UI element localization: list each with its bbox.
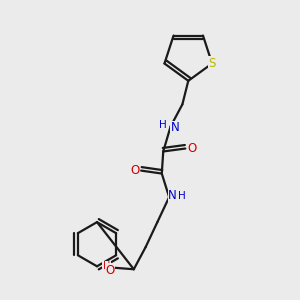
- Text: O: O: [130, 164, 139, 177]
- Text: S: S: [208, 57, 216, 70]
- Text: O: O: [106, 264, 115, 277]
- Text: H: H: [159, 120, 167, 130]
- Text: N: N: [168, 189, 177, 202]
- Text: H: H: [103, 261, 110, 271]
- Text: N: N: [171, 122, 179, 134]
- Text: H: H: [178, 190, 185, 201]
- Text: O: O: [187, 142, 196, 155]
